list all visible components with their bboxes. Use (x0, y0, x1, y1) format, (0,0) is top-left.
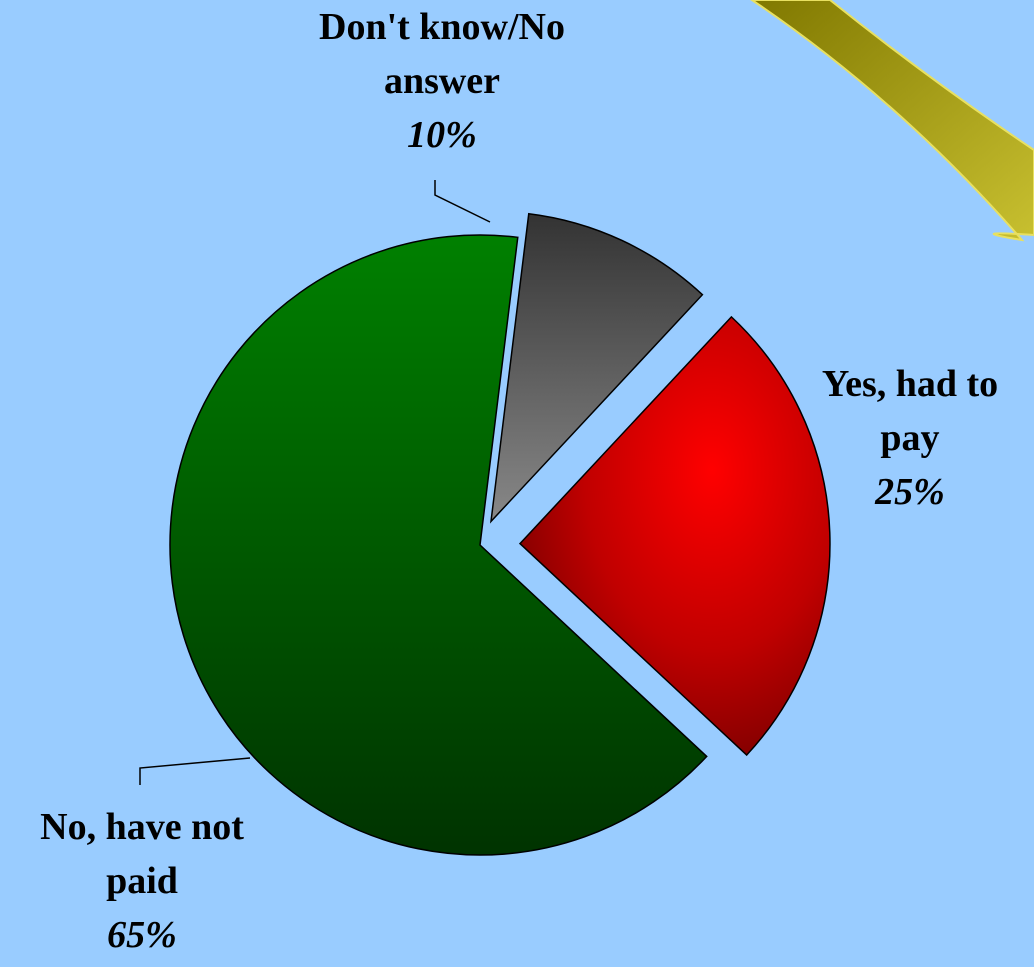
leader-line-dont-know (434, 180, 491, 223)
decorative-arrow-shape (750, 0, 1034, 242)
slice-label-dont-know: Don't know/No answer 10% (262, 0, 622, 162)
slice-yes-had-to-pay (518, 315, 831, 757)
slice-dont-know (489, 212, 704, 524)
slice-label-line: paid (106, 860, 178, 902)
slice-value-label: 10% (407, 114, 477, 156)
pie-slices (169, 212, 831, 856)
slice-label-line: answer (383, 60, 501, 102)
slice-label-no-have-not-paid: No, have not paid 65% (2, 800, 282, 962)
slice-value-label: 25% (875, 471, 945, 513)
slice-no-have-not-paid (169, 234, 708, 856)
leader-line-no (139, 757, 251, 785)
slice-label-yes-had-to-pay: Yes, had to pay 25% (780, 357, 1034, 519)
slice-value-label: 65% (107, 914, 177, 956)
slice-label-line: Don't know/No (319, 6, 565, 48)
slice-label-line: Yes, had to (821, 363, 999, 405)
slice-label-line: No, have not (40, 806, 244, 848)
slice-label-line: pay (880, 417, 940, 459)
